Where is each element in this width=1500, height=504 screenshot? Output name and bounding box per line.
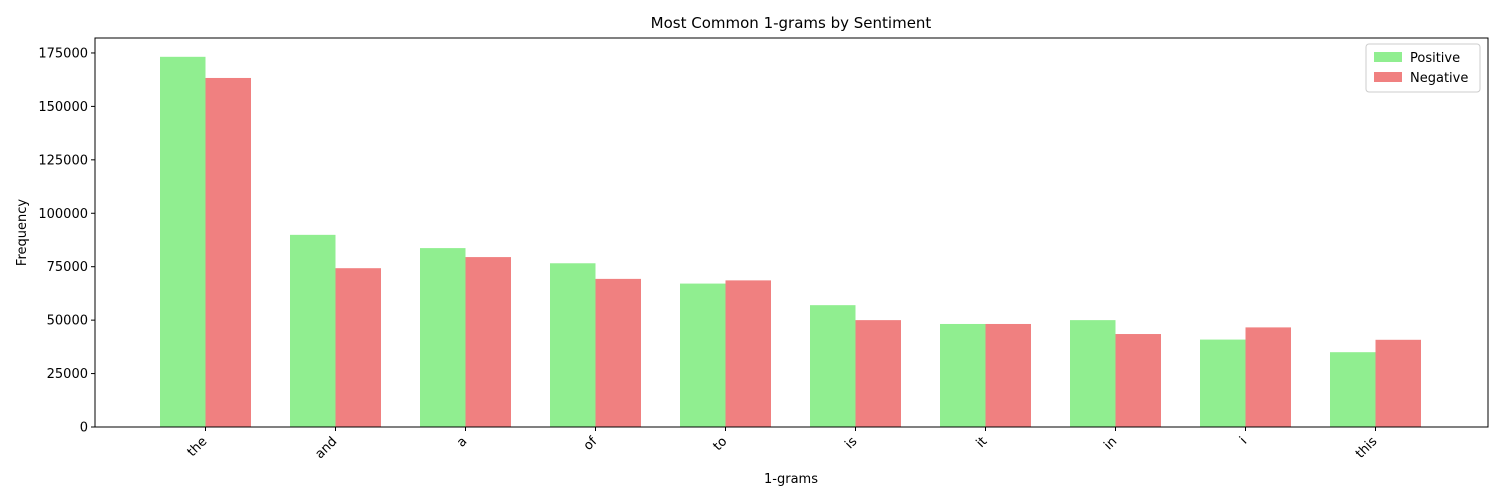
y-tick-label: 25000 bbox=[47, 367, 88, 382]
bar-negative-to bbox=[725, 280, 771, 427]
x-axis-label: 1-grams bbox=[764, 472, 818, 487]
x-tick-label: in bbox=[1101, 434, 1120, 453]
x-tick-label: and bbox=[312, 434, 340, 462]
bar-positive-a bbox=[420, 248, 466, 427]
y-tick-label: 175000 bbox=[38, 46, 88, 61]
legend-swatch-negative bbox=[1374, 72, 1402, 82]
x-tick-label: is bbox=[842, 434, 860, 452]
x-tick-label: this bbox=[1353, 434, 1381, 462]
legend: Positive Negative bbox=[1365, 43, 1481, 93]
bar-positive-of bbox=[550, 263, 596, 427]
x-tick-label: it bbox=[974, 434, 991, 451]
x-tick-label: i bbox=[1237, 434, 1250, 447]
bars-group bbox=[160, 56, 1421, 428]
y-tick-label: 75000 bbox=[47, 260, 88, 275]
y-tick-label: 150000 bbox=[38, 100, 88, 115]
bar-positive-in bbox=[1070, 320, 1116, 427]
y-axis-ticks: 0 25000 50000 75000 100000 125000 150000 175000 bbox=[38, 46, 95, 436]
bar-negative-of bbox=[595, 278, 641, 427]
bar-negative-a bbox=[465, 257, 511, 427]
bar-negative-in bbox=[1115, 334, 1161, 427]
x-tick-label: the bbox=[185, 434, 211, 460]
bar-positive-to bbox=[680, 283, 726, 427]
bar-positive-this bbox=[1330, 352, 1376, 427]
legend-label-negative: Negative bbox=[1410, 71, 1468, 86]
y-tick-label: 100000 bbox=[38, 207, 88, 222]
plot-frame bbox=[94, 37, 1489, 428]
bar-negative-is bbox=[855, 320, 901, 427]
bar-negative-i bbox=[1245, 327, 1291, 427]
bar-positive-it bbox=[940, 323, 986, 427]
y-tick-label: 0 bbox=[80, 421, 88, 436]
x-axis-ticks: the and a of to is it in i this bbox=[185, 427, 1381, 462]
y-tick-label: 125000 bbox=[38, 153, 88, 168]
bar-negative-this bbox=[1375, 339, 1421, 427]
bar-negative-the bbox=[205, 77, 251, 427]
y-tick-label: 50000 bbox=[47, 314, 88, 329]
x-tick-label: to bbox=[710, 434, 730, 454]
legend-label-positive: Positive bbox=[1410, 51, 1460, 66]
bar-negative-it bbox=[985, 323, 1031, 427]
x-tick-label: a bbox=[454, 434, 470, 450]
chart-title: Most Common 1-grams by Sentiment bbox=[651, 14, 932, 32]
bar-positive-is bbox=[810, 305, 856, 427]
bar-negative-and bbox=[335, 268, 381, 427]
y-axis-label: Frequency bbox=[15, 199, 30, 266]
legend-swatch-positive bbox=[1374, 52, 1402, 62]
x-tick-label: of bbox=[581, 434, 601, 454]
bar-positive-i bbox=[1200, 339, 1246, 427]
bar-positive-and bbox=[290, 234, 336, 427]
bar-positive-the bbox=[160, 56, 206, 428]
